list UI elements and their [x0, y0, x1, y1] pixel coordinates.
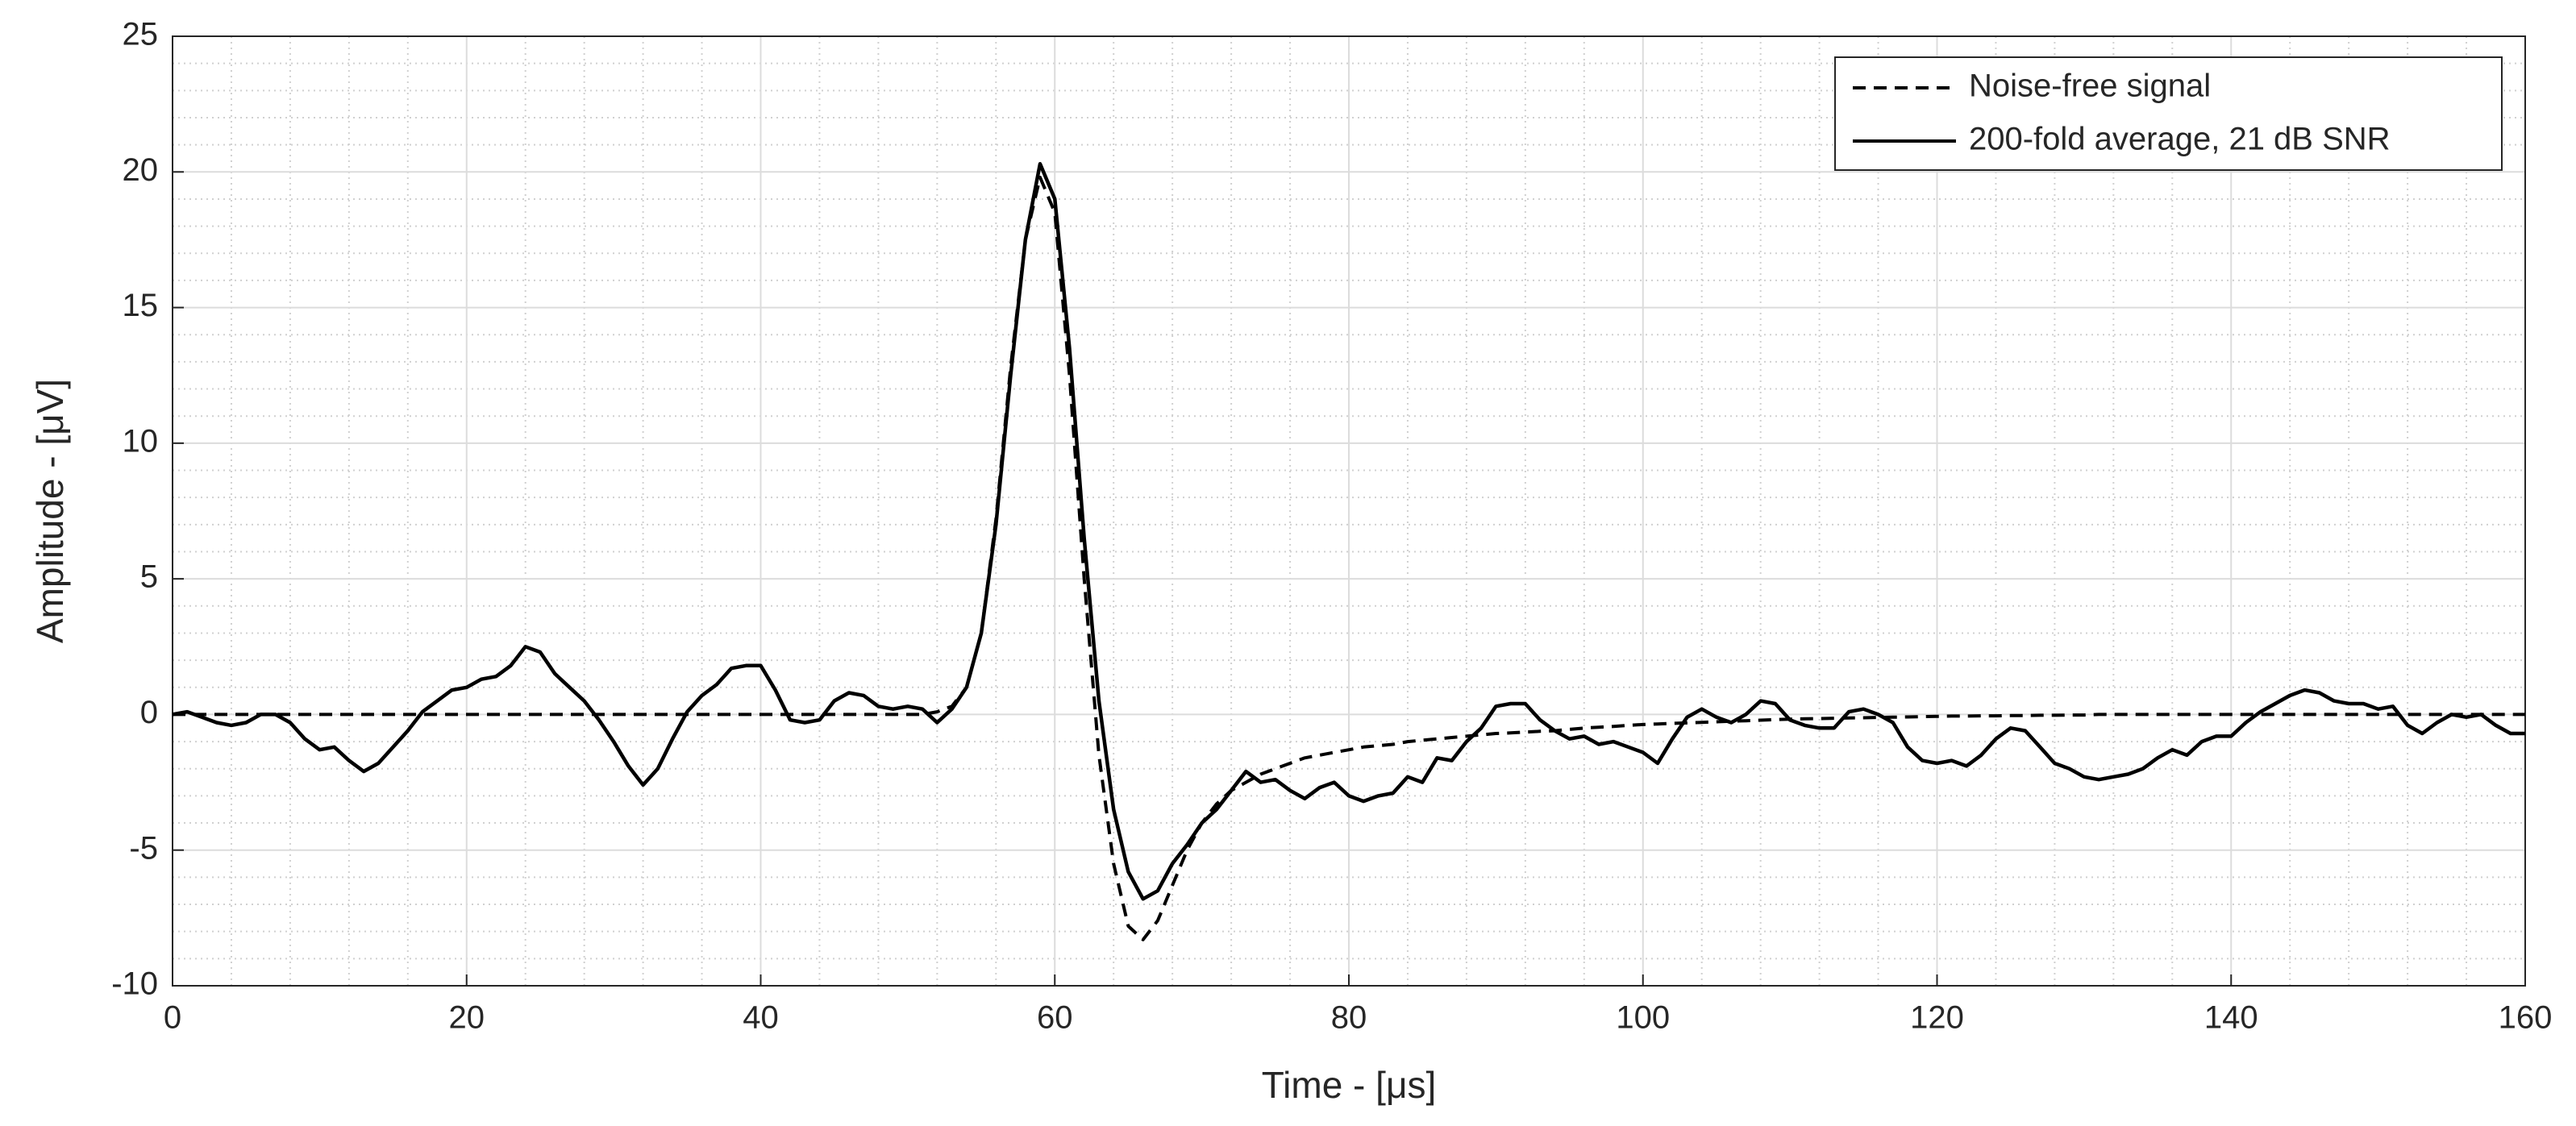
x-tick-label: 140: [2204, 1000, 2258, 1036]
y-tick-label: 0: [140, 695, 158, 730]
x-tick-label: 160: [2499, 1000, 2553, 1036]
y-tick-label: -10: [111, 966, 158, 1002]
x-tick-label: 120: [1910, 1000, 1964, 1036]
x-tick-label: 40: [743, 1000, 779, 1036]
y-tick-label: -5: [129, 830, 158, 866]
x-tick-label: 0: [164, 1000, 181, 1036]
y-tick-label: 5: [140, 559, 158, 595]
legend-box: [1834, 56, 2503, 171]
data-line: [173, 176, 2525, 941]
y-tick-label: 10: [123, 423, 159, 459]
x-axis-label: Time - [μs]: [1262, 1064, 1436, 1106]
x-tick-label: 80: [1331, 1000, 1367, 1036]
x-tick-label: 100: [1616, 1000, 1670, 1036]
data-line: [172, 161, 2525, 901]
y-tick-label: 25: [123, 17, 159, 52]
y-tick-label: 15: [123, 288, 159, 323]
legend-label: 200-fold average, 21 dB SNR: [1969, 122, 2391, 157]
plot-frame: [172, 35, 2526, 987]
x-tick-label: 20: [449, 1000, 485, 1036]
x-tick-label: 60: [1037, 1000, 1073, 1036]
y-axis-label: Amplitude - [μV]: [29, 379, 71, 643]
y-tick-label: 20: [123, 152, 159, 188]
legend-label: Noise-free signal: [1969, 69, 2211, 104]
